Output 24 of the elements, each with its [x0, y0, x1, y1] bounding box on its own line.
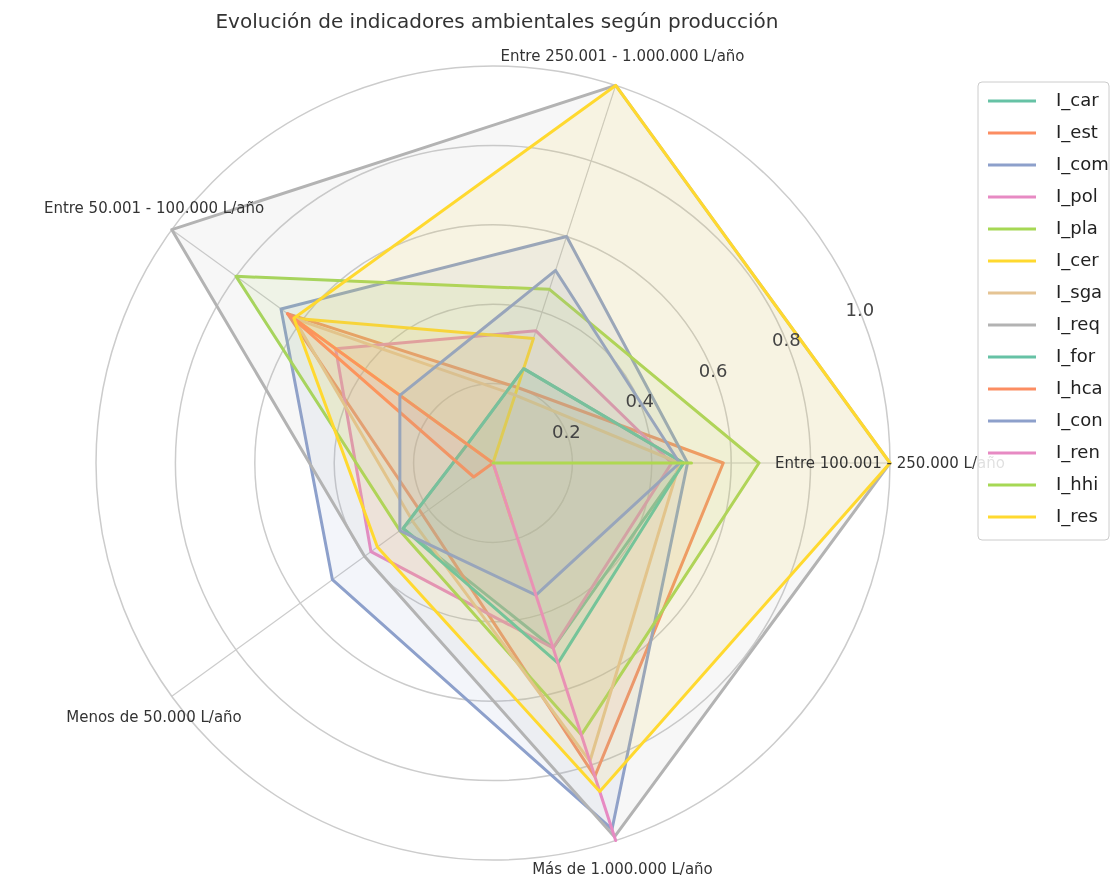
- legend-label: I_req: [1056, 313, 1100, 335]
- spoke-label: Más de 1.000.000 L/año: [532, 859, 713, 878]
- legend-label: I_pla: [1056, 217, 1098, 239]
- legend-label: I_ren: [1056, 441, 1100, 463]
- legend-label: I_car: [1056, 89, 1100, 111]
- spoke-label: Entre 250.001 - 1.000.000 L/año: [500, 47, 745, 66]
- spoke-label: Entre 50.001 - 100.000 L/año: [43, 199, 265, 218]
- legend-label: I_res: [1056, 505, 1098, 527]
- y-tick-label: 1.0: [845, 299, 875, 321]
- legend-label: I_sga: [1056, 281, 1103, 303]
- legend-label: I_hca: [1056, 377, 1103, 399]
- chart-title: Evolución de indicadores ambientales según producción: [215, 8, 779, 33]
- y-tick-label: 0.4: [625, 390, 655, 412]
- legend-label: I_pol: [1056, 185, 1098, 207]
- legend-label: I_con: [1056, 409, 1103, 431]
- y-tick-label: 0.2: [552, 420, 581, 442]
- legend-label: I_for: [1056, 345, 1096, 367]
- legend-label: I_cer: [1056, 249, 1100, 271]
- y-tick-label: 0.6: [698, 359, 728, 381]
- legend-label: I_est: [1056, 121, 1098, 143]
- spoke-label: Menos de 50.000 L/año: [66, 707, 242, 726]
- legend-label: I_hhi: [1056, 473, 1099, 495]
- legend-label: I_com: [1056, 153, 1109, 175]
- y-tick-label: 0.8: [772, 329, 801, 351]
